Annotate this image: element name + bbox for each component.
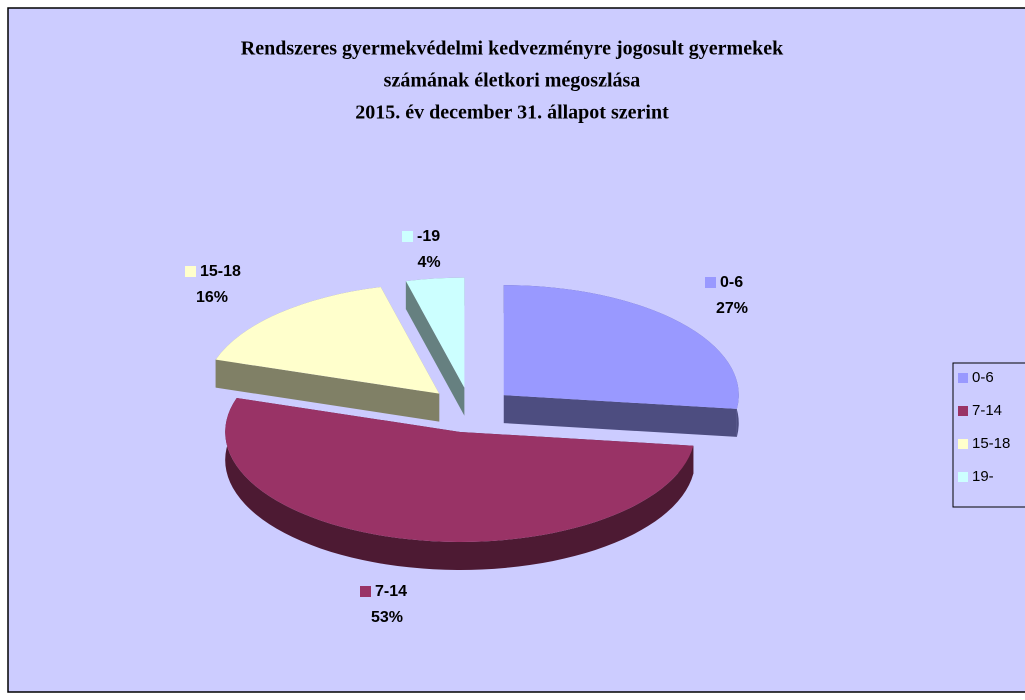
- slice-label: 0-6: [720, 274, 743, 291]
- slice-top: [225, 397, 694, 542]
- label-swatch: [185, 266, 196, 277]
- slice-side: [215, 359, 440, 422]
- chart-title: számának életkori megoszlása: [384, 70, 641, 92]
- slice-label: 15-18: [200, 263, 241, 280]
- legend-label: 19-: [972, 468, 994, 485]
- label-swatch: [360, 586, 371, 597]
- value-label: 4%: [417, 254, 440, 271]
- slice: [405, 277, 465, 416]
- slice: [503, 285, 739, 437]
- value-label: 53%: [371, 609, 403, 626]
- legend-swatch: [958, 373, 968, 383]
- legend-label: 15-18: [972, 435, 1010, 452]
- slice-top: [503, 285, 739, 409]
- legend-label: 0-6: [972, 369, 994, 386]
- label-swatch: [402, 231, 413, 242]
- slice: [225, 397, 694, 570]
- slice-side: [503, 395, 737, 437]
- value-label: 16%: [196, 289, 228, 306]
- value-label: 27%: [716, 300, 748, 317]
- slice-label: -19: [417, 228, 440, 245]
- slice-label: 7-14: [375, 583, 407, 600]
- legend-swatch: [958, 472, 968, 482]
- legend-swatch: [958, 406, 968, 416]
- legend-swatch: [958, 439, 968, 449]
- chart-title: 2015. év december 31. állapot szerint: [355, 102, 669, 124]
- legend: [952, 362, 1025, 508]
- slice-side: [405, 281, 465, 416]
- chart-title: Rendszeres gyermekvédelmi kedvezményre j…: [241, 38, 784, 60]
- label-swatch: [705, 277, 716, 288]
- slice-top: [405, 277, 465, 388]
- slice-top: [215, 287, 440, 394]
- legend-label: 7-14: [972, 402, 1002, 419]
- slice: [215, 287, 440, 422]
